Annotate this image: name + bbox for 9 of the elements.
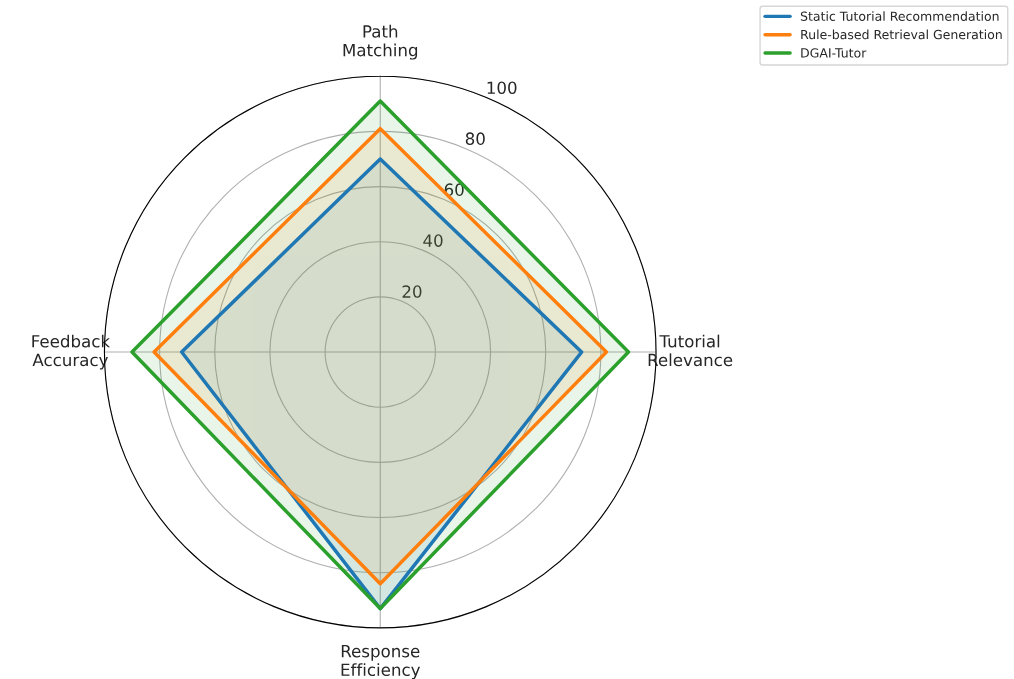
- spoke-label: Path Matching: [343, 24, 418, 60]
- spoke-label: Response Efficiency: [341, 645, 421, 679]
- y-tick-label: 40: [423, 234, 443, 247]
- legend-label: Rule-based Retrieval Generation: [801, 29, 1002, 40]
- y-tick-label: 100: [487, 81, 517, 95]
- y-tick-label: 20: [402, 285, 422, 298]
- y-tick-label: 80: [465, 132, 485, 145]
- legend-label: Static Tutorial Recommendation: [800, 11, 999, 21]
- legend-label: DGAI-Tutor: [801, 48, 867, 58]
